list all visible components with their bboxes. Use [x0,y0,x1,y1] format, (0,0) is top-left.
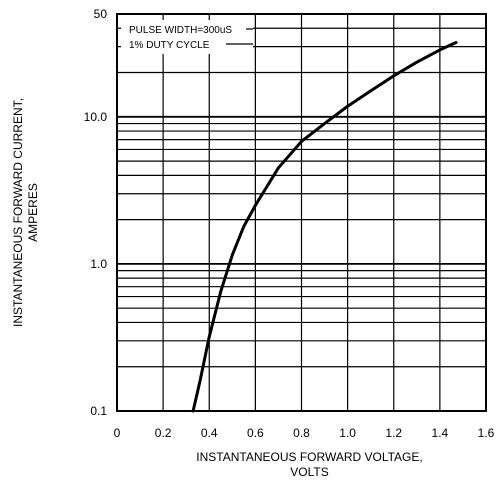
y-tick-label: 1.0 [90,257,107,271]
x-tick-label: 1.6 [478,426,495,440]
x-tick-label: 0.2 [155,426,172,440]
tick-labels: 0 0.2 0.4 0.6 0.8 1.0 1.2 1.4 1.6 0.1 1.0 10.0 50 [84,7,495,440]
x-tick-label: 0 [114,426,121,440]
y-tick-label: 10.0 [84,110,108,124]
x-tick-label: 1.2 [385,426,402,440]
x-tick-label: 1.0 [339,426,356,440]
x-tick-label: 0.4 [201,426,218,440]
plot-frame [116,13,487,412]
x-axis-label: INSTANTANEOUS FORWARD VOLTAGE, [196,450,422,464]
test-conditions-annotation: PULSE WIDTH=300uS 1% DUTY CYCLE [121,20,253,54]
y-tick-label: 50 [94,7,108,21]
x-tick-label: 0.8 [293,426,310,440]
plot-border [116,13,487,412]
x-tick-label: 0.6 [247,426,264,440]
annotation-background [121,20,253,54]
y-tick-label: 0.1 [90,404,107,418]
x-axis-label-unit: VOLTS [290,465,328,479]
y-axis-label: INSTANTANEOUS FORWARD CURRENT, [11,98,25,327]
duty-cycle-label: 1% DUTY CYCLE [129,40,210,51]
forward-current-curve [191,41,458,413]
series [191,41,458,413]
y-axis-label-unit: AMPERES [26,183,40,242]
grid [117,14,486,411]
x-tick-label: 1.4 [432,426,449,440]
pulse-width-label: PULSE WIDTH=300uS [129,25,232,36]
